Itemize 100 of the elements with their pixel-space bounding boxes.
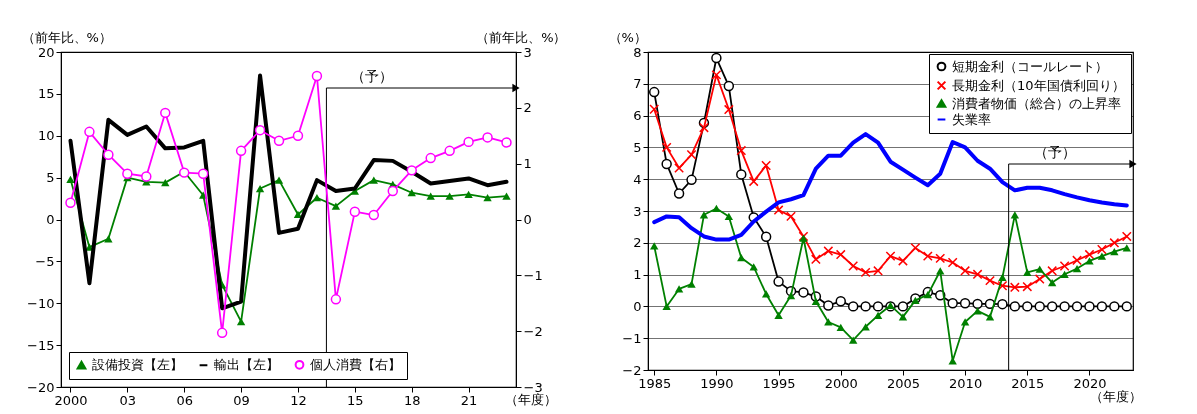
point: [860, 301, 871, 312]
line-series: [652, 132, 1129, 242]
y2-tick-label: 0: [523, 212, 532, 227]
x-axis-title: （年度）: [1089, 388, 1142, 404]
x-tick-label: 03: [119, 392, 137, 408]
point: [885, 251, 896, 262]
point: [836, 323, 845, 332]
y-tick-label: 20: [37, 44, 55, 60]
ref-line-label: （予）: [1033, 144, 1076, 160]
y-axis-title: （%）: [608, 29, 647, 45]
point: [216, 327, 228, 339]
point: [1059, 301, 1070, 312]
point: [773, 205, 784, 215]
point: [1009, 282, 1020, 293]
point: [161, 179, 170, 187]
point: [811, 297, 821, 305]
point: [649, 86, 660, 98]
legend-label: 輸出【左】: [214, 357, 279, 373]
point: [1084, 249, 1095, 260]
point: [1072, 264, 1082, 273]
point: [972, 298, 983, 310]
point: [84, 126, 95, 138]
ref-line-label: （予）: [351, 68, 394, 84]
x-tick-label: 21: [460, 392, 478, 408]
point: [923, 291, 932, 299]
x-tick-label: 15: [347, 392, 364, 408]
point: [1023, 268, 1032, 276]
point: [997, 280, 1008, 291]
point: [426, 192, 435, 200]
point: [997, 298, 1008, 310]
point: [998, 273, 1007, 282]
point: [786, 291, 796, 300]
point: [1046, 301, 1058, 312]
point: [847, 301, 859, 312]
point: [273, 135, 285, 146]
y2-tick-label: −2: [523, 323, 543, 339]
x-tick-label: 2010: [949, 375, 983, 391]
point: [369, 176, 378, 184]
point: [501, 137, 512, 148]
point: [425, 152, 436, 164]
point: [711, 52, 722, 64]
point: [368, 209, 380, 221]
point: [699, 122, 709, 133]
point: [947, 257, 958, 268]
point: [947, 298, 958, 309]
point: [972, 269, 983, 280]
point: [311, 70, 323, 82]
point: [861, 323, 870, 331]
point: [848, 261, 859, 271]
point: [849, 336, 858, 344]
legend-label: 消費者物価（総合）の上昇率: [952, 95, 1121, 111]
legend-label: 設備投資【左】: [92, 357, 183, 373]
x-tick-label: 2005: [886, 375, 920, 391]
point: [444, 145, 455, 157]
point: [711, 69, 722, 80]
point: [960, 265, 971, 276]
y-tick-label: −1: [622, 330, 642, 346]
y-tick-label: 0: [46, 212, 55, 227]
point: [1109, 301, 1120, 312]
point: [674, 163, 685, 173]
x-tick-label: 18: [403, 392, 421, 408]
point: [737, 254, 746, 262]
point: [122, 168, 133, 179]
point: [141, 171, 152, 182]
point: [686, 174, 697, 186]
point: [723, 104, 734, 115]
point: [1022, 301, 1033, 312]
point: [860, 267, 871, 278]
point: [464, 190, 473, 198]
x-tick-label: 2000: [824, 375, 858, 391]
point: [835, 296, 846, 307]
point: [985, 313, 995, 321]
point: [873, 265, 883, 276]
x-tick-label: 1990: [700, 375, 734, 391]
x-tick-label: 2015: [1011, 375, 1045, 391]
y-tick-label: 15: [37, 86, 55, 102]
point: [482, 132, 493, 143]
legend-label: 長期金利（10年国債利回り）: [952, 77, 1125, 93]
point: [872, 301, 884, 312]
point: [1034, 301, 1045, 312]
point: [483, 194, 492, 202]
point: [1096, 301, 1108, 312]
x-axis-title: （年度）: [504, 391, 557, 407]
point: [873, 311, 883, 319]
point: [985, 275, 995, 286]
point: [1084, 301, 1095, 312]
y-tick-label: 1: [633, 267, 642, 283]
point: [1121, 301, 1132, 312]
point: [331, 202, 341, 210]
point: [973, 307, 982, 315]
point: [774, 311, 783, 319]
x-tick-label: 09: [233, 392, 250, 408]
point: [1121, 231, 1132, 242]
y-tick-label: −20: [27, 379, 55, 395]
point: [661, 158, 672, 170]
point: [798, 287, 809, 298]
point: [445, 192, 454, 200]
point: [723, 80, 735, 92]
point: [699, 211, 709, 219]
point: [103, 149, 114, 160]
